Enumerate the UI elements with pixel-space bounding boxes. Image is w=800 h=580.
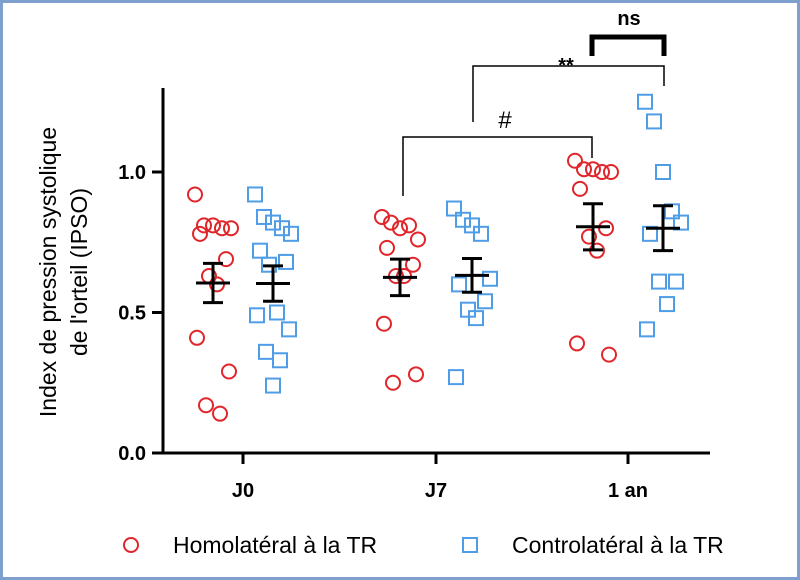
data-point-circle (603, 164, 619, 180)
data-point-square (473, 225, 489, 242)
data-point-square (281, 321, 297, 338)
data-point-circle (385, 374, 401, 391)
data-marks (187, 93, 689, 422)
legend-square-marker (462, 537, 478, 553)
data-point-square (265, 377, 281, 394)
data-point-circle (218, 251, 234, 268)
data-point-circle (569, 335, 585, 352)
double-star-label: ** (558, 55, 574, 77)
data-point-circle (581, 228, 597, 245)
data-point-square (637, 93, 653, 110)
data-point-circle (410, 231, 426, 248)
legend-circle-marker (123, 537, 139, 553)
data-point-circle (205, 217, 221, 234)
data-point-square (464, 217, 480, 234)
data-point-circle (572, 180, 588, 197)
data-point-circle (223, 220, 239, 237)
annotation-ns: ns (589, 8, 667, 56)
data-point-circle (189, 329, 205, 346)
data-point-circle (212, 405, 228, 422)
hash-label: # (498, 107, 512, 134)
data-point-circle (567, 152, 583, 169)
data-point-square (269, 304, 285, 321)
data-point-square (668, 273, 684, 290)
data-point-square (258, 343, 274, 360)
data-point-square (249, 307, 265, 324)
hash-bracket (402, 136, 593, 196)
y-tick-label: 0.5 (118, 303, 146, 325)
data-point-circle (576, 161, 592, 178)
double-star-bracket (472, 65, 665, 122)
data-point-square (468, 310, 484, 327)
data-point-square (274, 220, 290, 237)
data-point-circle (187, 186, 203, 203)
data-point-square (252, 242, 268, 259)
data-point-square (446, 200, 462, 217)
data-point-square (451, 276, 467, 293)
data-point-square (477, 293, 493, 310)
annotation-double-star: ** (472, 55, 665, 122)
x-tick-label: J0 (232, 480, 254, 502)
data-point-square (673, 214, 689, 231)
data-point-circle (374, 208, 390, 225)
data-point-square (639, 321, 655, 338)
data-point-square (651, 273, 667, 290)
ns-label: ns (617, 8, 640, 30)
legend-label-homolateral: Homolatéral à la TR (173, 532, 377, 558)
data-point-square (247, 186, 263, 203)
data-point-circle (585, 161, 601, 178)
data-point-circle (601, 346, 617, 363)
legend-label-controlateral: Controlatéral à la TR (512, 532, 724, 558)
data-point-circle (408, 366, 424, 383)
data-point-circle (392, 220, 408, 237)
mean-sem-bars (196, 202, 680, 305)
ns-bracket (589, 34, 667, 56)
data-point-square (659, 296, 675, 313)
annotation-hash: # (402, 107, 593, 196)
x-ticks: J0 J7 1 an (232, 453, 648, 502)
data-point-square (455, 211, 471, 228)
x-tick-label: 1 an (608, 480, 648, 502)
data-point-square (482, 270, 498, 287)
data-point-square (448, 369, 464, 386)
data-point-square (655, 164, 671, 180)
data-point-square (646, 113, 662, 130)
data-point-square (283, 225, 299, 242)
y-ticks: 0.0 0.5 1.0 (118, 162, 163, 465)
data-point-square (265, 214, 281, 231)
y-axis-title-line1: Index de pression systolique (35, 127, 61, 417)
data-point-circle (198, 397, 214, 414)
data-point-circle (192, 225, 208, 242)
y-tick-label: 1.0 (118, 162, 146, 184)
data-point-square (272, 352, 288, 369)
data-point-circle (379, 239, 395, 256)
legend: Homolatéral à la TR Controlatéral à la T… (123, 532, 724, 558)
data-point-circle (383, 214, 399, 231)
data-point-circle (196, 217, 212, 234)
data-point-circle (401, 217, 417, 234)
y-axis-title-line2: de l'orteil (IPSO) (66, 188, 92, 356)
data-point-circle (214, 220, 230, 237)
y-axis-title: Index de pression systolique de l'orteil… (35, 127, 92, 417)
x-tick-label: J7 (425, 480, 447, 502)
y-tick-label: 0.0 (118, 443, 146, 465)
data-point-square (256, 208, 272, 225)
data-point-circle (405, 256, 421, 273)
data-point-circle (376, 315, 392, 332)
data-point-square (278, 253, 294, 270)
data-point-circle (221, 363, 237, 380)
data-point-circle (594, 164, 610, 180)
